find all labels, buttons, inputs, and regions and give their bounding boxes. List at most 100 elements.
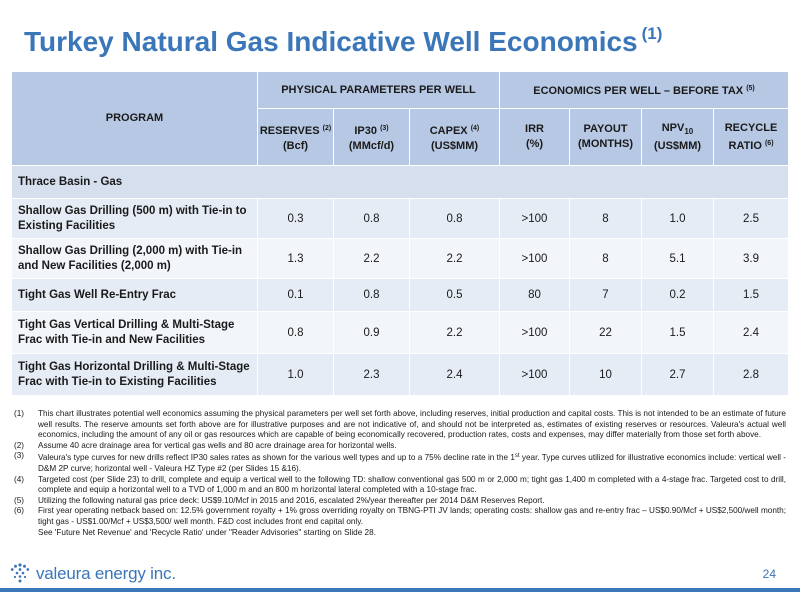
section-header: Thrace Basin - Gas [10,165,790,199]
footnote-text: Targeted cost (per Slide 23) to drill, c… [38,474,786,495]
footnote: See 'Future Net Revenue' and 'Recycle Ra… [14,528,786,539]
npv-cell: 0.2 [641,278,714,312]
valeura-logo-icon [10,563,30,583]
npv-cell: 1.0 [641,198,714,239]
col-unit: (Bcf) [282,139,309,152]
reserves-cell: 0.1 [257,278,334,312]
irr-cell: >100 [499,353,570,396]
footnote-number: (5) [14,495,25,505]
program-cell: Shallow Gas Drilling (2,000 m) with Tie-… [11,238,258,279]
recycle-cell: 1.5 [712,278,790,312]
footnote: (6) First year operating netback based on… [14,506,786,527]
footnote: (5) Utilizing the following natural gas p… [14,496,786,507]
payout-cell: 8 [569,238,642,279]
footnote-number: (6) [14,506,25,516]
page-number: 24 [762,567,776,581]
reserves-cell: 1.3 [257,238,334,279]
reserves-cell: 0.3 [257,198,334,239]
col-note: (6) [764,139,774,147]
footnote-text: Utilizing the following natural gas pric… [38,495,545,505]
table-row: Tight Gas Well Re-Entry Frac 0.1 0.8 0.5 80 7… [11,278,790,312]
col-label-2: RATIO [728,139,762,152]
col-unit: (US$MM) [653,139,702,152]
col-header-npv: NPV10 (US$MM) [641,108,714,166]
program-cell: Tight Gas Well Re-Entry Frac [11,278,258,312]
reserves-cell: 0.8 [257,311,334,354]
col-label: PAYOUT [583,123,628,135]
irr-cell: >100 [499,311,570,354]
col-label: IRR [525,123,544,135]
program-header: PROGRAM [11,71,258,166]
company-logo: valeura energy inc. [8,562,176,586]
col-label: NPV [661,121,685,134]
footer-rule [0,588,800,592]
footnote-number: (2) [14,440,25,450]
col-unit: (US$MM) [430,139,479,152]
npv-cell: 5.1 [641,238,714,279]
table-row: Shallow Gas Drilling (500 m) with Tie-in… [11,198,790,239]
col-unit: (%) [525,138,544,150]
npv-cell: 1.5 [641,311,714,354]
col-note: (2) [322,124,332,132]
footnote: (2) Assume 40 acre drainage area for vert… [14,441,786,452]
col-label: IP30 [354,124,377,137]
reserves-cell: 1.0 [257,353,334,396]
payout-cell: 10 [569,353,642,396]
payout-cell: 8 [569,198,642,239]
capex-cell: 2.4 [409,353,500,396]
recycle-cell: 2.5 [712,198,790,239]
col-unit: (MONTHS) [578,138,633,150]
col-note: (3) [380,124,389,132]
col-label: RESERVES [259,124,320,137]
ip30-cell: 2.2 [333,238,410,279]
col-note: (4) [470,124,480,132]
irr-cell: 80 [499,278,570,312]
col-label: RECYCLE [724,121,778,134]
recycle-cell: 2.8 [712,353,790,396]
footnote: (3) Valeura's type curves for new drills … [14,451,786,474]
economics-group-label: ECONOMICS PER WELL – BEFORE TAX [533,85,744,97]
table-row: Tight Gas Vertical Drilling & Multi-Stag… [11,311,790,354]
logo-text: valeura energy inc. [36,564,176,583]
footnote-text: First year operating netback based on: 1… [38,506,786,526]
capex-cell: 0.5 [409,278,500,312]
economics-group-note: (5) [746,85,755,92]
capex-cell: 0.8 [409,198,500,239]
col-unit: (MMcf/d) [348,139,395,152]
slide-title-text: Turkey Natural Gas Indicative Well Econo… [24,26,638,57]
recycle-cell: 2.4 [712,311,790,354]
col-header-irr: IRR (%) [499,108,570,166]
recycle-cell: 3.9 [712,238,790,279]
table-row: Tight Gas Horizontal Drilling & Multi-St… [11,353,790,396]
ip30-cell: 2.3 [333,353,410,396]
col-label: CAPEX [429,124,468,137]
footnote-text: See 'Future Net Revenue' and 'Recycle Ra… [38,527,376,537]
npv-cell: 2.7 [641,353,714,396]
col-header-capex: CAPEX (4) (US$MM) [409,108,500,166]
footnotes: (1) This chart illustrates potential well… [14,409,786,538]
ip30-cell: 0.8 [333,198,410,239]
slide-title-note: (1) [641,24,663,43]
slide-title: Turkey Natural Gas Indicative Well Econo… [24,24,662,58]
irr-cell: >100 [499,198,570,239]
footnote-text: Valeura's type curves for new drills ref… [38,453,786,473]
footnote-number: (1) [14,409,25,418]
footnote-number [14,528,38,539]
col-header-reserves: RESERVES (2) (Bcf) [257,108,334,166]
col-subscript: 10 [684,126,694,136]
footnote-number: (3) [14,451,25,461]
col-header-ip30: IP30 (3) (MMcf/d) [333,108,410,166]
footnote-text: Assume 40 acre drainage area for vertica… [38,440,397,450]
table-row: Shallow Gas Drilling (2,000 m) with Tie-… [11,238,790,279]
physical-group-header: PHYSICAL PARAMETERS PER WELL [257,71,500,109]
footnote-text: This chart illustrates potential well ec… [38,409,786,440]
irr-cell: >100 [499,238,570,279]
footnote: (4) Targeted cost (per Slide 23) to drill… [14,475,786,496]
payout-cell: 22 [569,311,642,354]
payout-cell: 7 [569,278,642,312]
capex-cell: 2.2 [409,238,500,279]
footnote-number: (4) [14,474,25,484]
ip30-cell: 0.8 [333,278,410,312]
well-economics-table: PROGRAM PHYSICAL PARAMETERS PER WELL ECO… [10,71,790,396]
footnote: (1) This chart illustrates potential well… [14,409,786,441]
